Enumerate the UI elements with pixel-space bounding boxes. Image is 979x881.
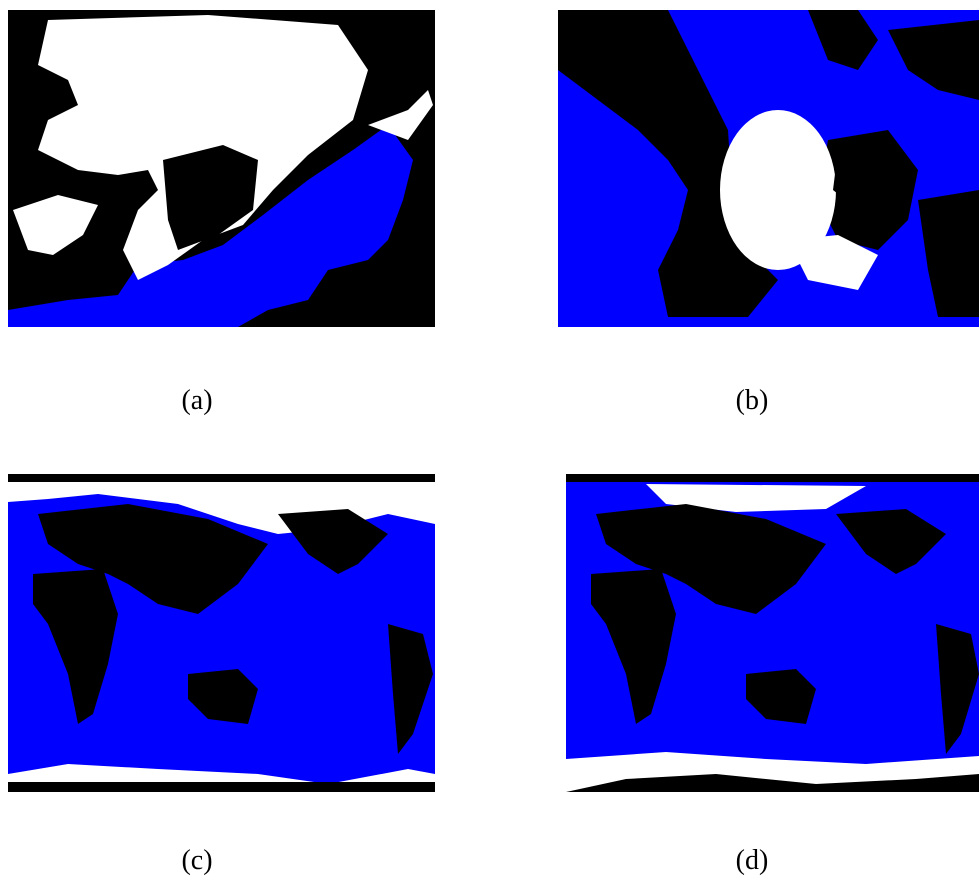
map-panel bbox=[558, 10, 979, 327]
panel-caption: (d) bbox=[692, 845, 812, 877]
panel-caption: (a) bbox=[137, 385, 257, 417]
panel-caption: (c) bbox=[137, 845, 257, 877]
figure: (a) (b) (c) (d) bbox=[0, 0, 979, 881]
map-panel bbox=[8, 10, 435, 327]
map-panel bbox=[566, 474, 979, 792]
map-panel bbox=[8, 474, 435, 792]
panel-caption: (b) bbox=[692, 385, 812, 417]
